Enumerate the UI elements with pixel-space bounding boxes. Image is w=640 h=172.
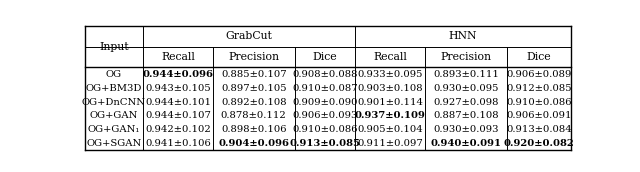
Text: 0.927±0.098: 0.927±0.098 xyxy=(433,98,499,106)
Text: 0.933±0.095: 0.933±0.095 xyxy=(357,70,423,79)
Text: 0.910±0.086: 0.910±0.086 xyxy=(292,125,358,134)
Text: Recall: Recall xyxy=(161,52,195,62)
Text: GrabCut: GrabCut xyxy=(225,31,273,41)
Text: 0.937±0.109: 0.937±0.109 xyxy=(355,111,426,120)
Text: 0.893±0.111: 0.893±0.111 xyxy=(433,70,499,79)
Text: 0.897±0.105: 0.897±0.105 xyxy=(221,84,287,93)
Text: 0.905±0.104: 0.905±0.104 xyxy=(357,125,423,134)
Text: 0.906±0.093: 0.906±0.093 xyxy=(292,111,358,120)
Text: 0.906±0.091: 0.906±0.091 xyxy=(506,111,572,120)
Text: 0.903±0.108: 0.903±0.108 xyxy=(357,84,423,93)
Text: 0.944±0.107: 0.944±0.107 xyxy=(145,111,211,120)
Text: OG+DnCNN: OG+DnCNN xyxy=(82,98,146,106)
Text: Recall: Recall xyxy=(373,52,407,62)
Text: 0.910±0.087: 0.910±0.087 xyxy=(292,84,358,93)
Text: 0.910±0.086: 0.910±0.086 xyxy=(506,98,572,106)
Text: 0.944±0.096: 0.944±0.096 xyxy=(143,70,213,79)
Text: 0.878±0.112: 0.878±0.112 xyxy=(221,111,287,120)
Text: 0.942±0.102: 0.942±0.102 xyxy=(145,125,211,134)
Text: OG+GAN₁: OG+GAN₁ xyxy=(88,125,140,134)
Text: 0.908±0.088: 0.908±0.088 xyxy=(292,70,358,79)
Text: 0.898±0.106: 0.898±0.106 xyxy=(221,125,287,134)
Text: OG+GAN: OG+GAN xyxy=(90,111,138,120)
Text: 0.913±0.084: 0.913±0.084 xyxy=(506,125,572,134)
Text: Precision: Precision xyxy=(440,52,492,62)
Text: 0.930±0.095: 0.930±0.095 xyxy=(433,84,499,93)
Text: 0.911±0.097: 0.911±0.097 xyxy=(357,139,423,148)
Text: Dice: Dice xyxy=(312,52,337,62)
Text: 0.920±0.082: 0.920±0.082 xyxy=(504,139,574,148)
Text: 0.940±0.091: 0.940±0.091 xyxy=(431,139,502,148)
Text: HNN: HNN xyxy=(449,31,477,41)
Text: 0.941±0.106: 0.941±0.106 xyxy=(145,139,211,148)
Text: 0.913±0.085: 0.913±0.085 xyxy=(289,139,360,148)
Text: 0.901±0.114: 0.901±0.114 xyxy=(357,98,423,106)
Text: Input: Input xyxy=(99,42,129,52)
Text: OG: OG xyxy=(106,70,122,79)
Text: OG+SGAN: OG+SGAN xyxy=(86,139,141,148)
Text: 0.912±0.085: 0.912±0.085 xyxy=(506,84,572,93)
Text: 0.943±0.105: 0.943±0.105 xyxy=(145,84,211,93)
Text: 0.904±0.096: 0.904±0.096 xyxy=(218,139,289,148)
Text: 0.909±0.090: 0.909±0.090 xyxy=(292,98,358,106)
Text: 0.885±0.107: 0.885±0.107 xyxy=(221,70,287,79)
Text: 0.892±0.108: 0.892±0.108 xyxy=(221,98,287,106)
Text: 0.887±0.108: 0.887±0.108 xyxy=(433,111,499,120)
Text: 0.930±0.093: 0.930±0.093 xyxy=(433,125,499,134)
Text: Precision: Precision xyxy=(228,52,279,62)
Text: 0.944±0.101: 0.944±0.101 xyxy=(145,98,211,106)
Text: OG+BM3D: OG+BM3D xyxy=(86,84,142,93)
Text: Dice: Dice xyxy=(527,52,551,62)
Text: 0.906±0.089: 0.906±0.089 xyxy=(506,70,572,79)
